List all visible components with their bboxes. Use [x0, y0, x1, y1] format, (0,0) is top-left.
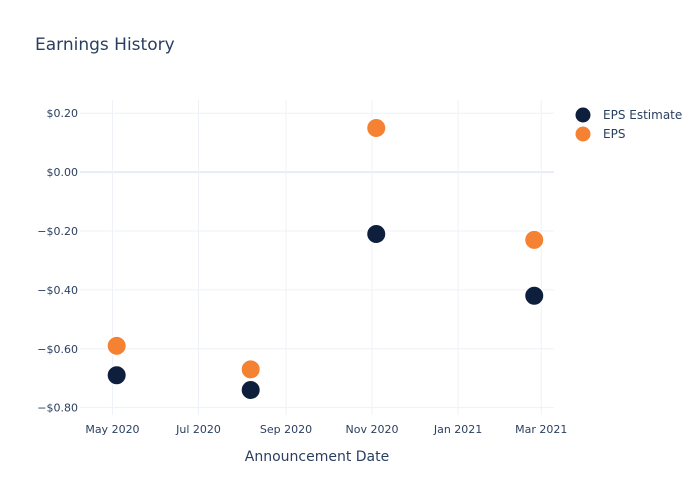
legend-label: EPS Estimate: [603, 108, 682, 122]
legend-marker: [574, 125, 592, 143]
x-tick-label: Mar 2021: [515, 423, 567, 436]
y-tick-label: −$0.20: [37, 225, 78, 238]
x-tick-label: Jul 2020: [175, 423, 221, 436]
legend-marker: [574, 106, 592, 124]
x-axis-title: Announcement Date: [245, 449, 389, 465]
chart-title: Earnings History: [35, 35, 175, 55]
x-tick-label: Nov 2020: [346, 423, 399, 436]
point-eps-estimate[interactable]: [524, 285, 545, 306]
y-tick-label: −$0.80: [37, 402, 78, 415]
y-axis-ticks: $0.20 $0.00 −$0.20 −$0.40 −$0.60 −$0.80: [37, 107, 78, 414]
y-tick-label: −$0.60: [37, 343, 78, 356]
y-tick-label: $0.00: [47, 166, 79, 179]
legend-label: EPS: [603, 127, 625, 141]
data-points: [106, 117, 545, 400]
y-tick-label: −$0.40: [37, 284, 78, 297]
point-eps[interactable]: [106, 335, 127, 356]
legend-item-eps[interactable]: EPS: [574, 125, 625, 143]
legend[interactable]: EPS Estimate EPS: [574, 106, 682, 143]
x-axis-ticks: May 2020 Jul 2020 Sep 2020 Nov 2020 Jan 2021…: [85, 423, 567, 436]
y-tick-label: $0.20: [47, 107, 79, 120]
x-tick-label: Jan 2021: [433, 423, 482, 436]
x-tick-label: May 2020: [85, 423, 139, 436]
point-eps-estimate[interactable]: [240, 379, 261, 400]
point-eps[interactable]: [240, 359, 261, 380]
grid: [80, 100, 554, 415]
point-eps[interactable]: [366, 117, 387, 138]
x-tick-label: Sep 2020: [260, 423, 312, 436]
legend-item-eps-estimate[interactable]: EPS Estimate: [574, 106, 682, 124]
point-eps-estimate[interactable]: [366, 223, 387, 244]
point-eps[interactable]: [524, 229, 545, 250]
point-eps-estimate[interactable]: [106, 365, 127, 386]
